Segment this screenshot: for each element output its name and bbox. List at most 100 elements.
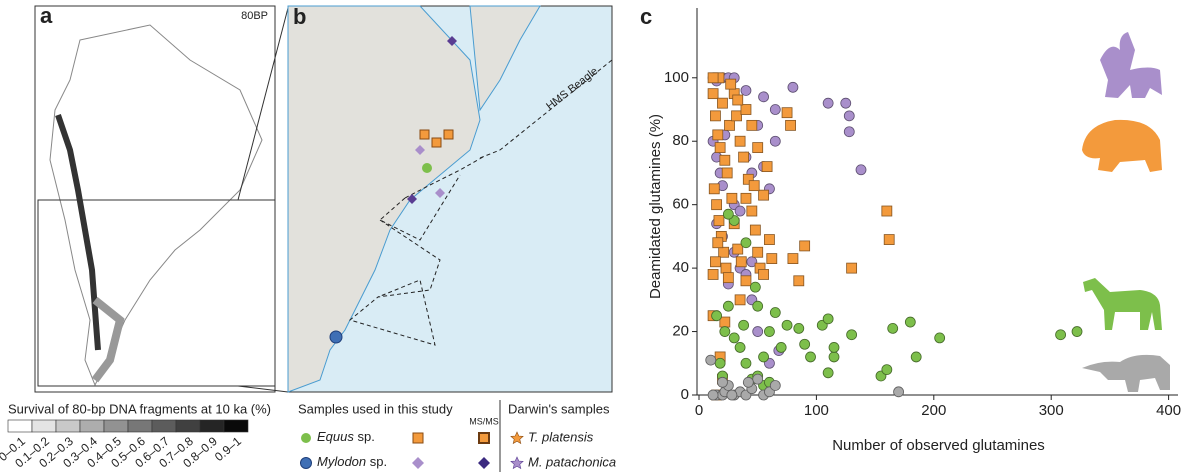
- legend-swatch: [175, 419, 201, 433]
- data-point: [722, 208, 734, 220]
- x-tick-label: 0: [695, 402, 703, 419]
- y-tick-label: 0: [681, 386, 689, 403]
- data-point: [707, 72, 719, 84]
- data-point: [881, 205, 893, 217]
- legend-swatch: [151, 419, 177, 433]
- data-point: [881, 364, 893, 376]
- x-tick-label: 100: [804, 402, 829, 419]
- site-marker: [329, 330, 343, 344]
- legend-swatch: [478, 432, 490, 444]
- legend-entry: M. patachonica: [528, 454, 616, 469]
- y-tick-label: 40: [672, 259, 689, 276]
- data-point: [714, 357, 726, 369]
- inset-connector: [237, 385, 289, 393]
- data-point: [738, 319, 750, 331]
- data-point: [769, 135, 781, 147]
- data-point: [722, 272, 734, 284]
- legend-swatch: [510, 456, 524, 470]
- data-point: [734, 294, 746, 306]
- toxodon-silhouette: [1082, 119, 1162, 172]
- data-point: [734, 205, 746, 217]
- legend-swatch: [31, 419, 57, 433]
- data-point: [726, 389, 738, 401]
- data-point: [732, 94, 744, 106]
- legend-entry: T. platensis: [528, 429, 594, 444]
- data-point: [764, 234, 775, 245]
- data-point: [713, 215, 725, 226]
- site-marker: [443, 129, 454, 140]
- data-point: [710, 256, 721, 268]
- data-point: [740, 275, 752, 287]
- data-point: [822, 367, 834, 379]
- inset-connector: [237, 7, 289, 201]
- data-point: [719, 154, 731, 166]
- beagle-route: [348, 59, 613, 346]
- legend-swatch: [301, 433, 311, 443]
- site-marker: [415, 145, 425, 155]
- data-point: [720, 262, 732, 274]
- data-point: [726, 192, 738, 204]
- genus: Mylodon: [317, 454, 366, 469]
- x-tick-label: 200: [921, 402, 946, 419]
- data-point: [769, 104, 781, 115]
- grayscale-legend: 0–0.10.1–0.20.2–0.30.3–0.40.4–0.50.5–0.6…: [0, 419, 249, 470]
- data-point: [714, 142, 726, 153]
- data-point: [758, 189, 769, 201]
- site-marker: [422, 163, 432, 173]
- legend-swatch: [412, 432, 424, 444]
- data-point: [707, 269, 719, 280]
- rank: sp.: [358, 429, 375, 444]
- macrauchenia-silhouette: [1100, 32, 1162, 98]
- data-point: [758, 269, 769, 280]
- data-point: [840, 97, 852, 109]
- data-point: [910, 351, 922, 363]
- data-point: [722, 300, 734, 312]
- data-point: [731, 110, 742, 122]
- data-point: [766, 253, 778, 264]
- legend-entry: Equus sp.: [317, 429, 375, 444]
- data-point: [742, 173, 754, 185]
- equus-silhouette: [1083, 278, 1162, 330]
- data-point: [785, 119, 796, 131]
- legend-swatch: [510, 431, 524, 445]
- data-point: [719, 316, 731, 328]
- data-point: [904, 316, 916, 328]
- data-point: [740, 357, 752, 369]
- legend-swatch: [300, 457, 312, 469]
- data-point: [787, 81, 799, 93]
- legend-swatch: [223, 419, 249, 433]
- data-point: [717, 97, 728, 109]
- legend-swatch: [79, 419, 105, 433]
- legend-swatch: [55, 419, 81, 433]
- legend-bin-label: 0.9–1: [212, 434, 244, 464]
- data-point: [761, 161, 773, 173]
- map-tag: 80BP: [241, 10, 268, 22]
- data-point: [721, 167, 733, 179]
- genus: Equus: [317, 429, 354, 444]
- data-point: [711, 310, 723, 322]
- site-marker: [447, 36, 457, 46]
- legend-swatch: [199, 419, 225, 433]
- data-point: [735, 256, 747, 268]
- data-point: [887, 322, 899, 334]
- data-point: [740, 237, 752, 249]
- legend-swatch: [127, 419, 153, 433]
- data-point: [781, 107, 793, 119]
- data-point: [740, 85, 752, 96]
- data-point: [793, 322, 805, 334]
- data-point: [769, 307, 781, 318]
- data-point: [752, 142, 764, 153]
- data-point: [719, 326, 731, 337]
- data-point: [712, 129, 724, 141]
- shading: [91, 296, 125, 383]
- data-point: [718, 246, 730, 258]
- data-point: [728, 332, 740, 344]
- data-point: [707, 88, 719, 100]
- data-point: [717, 376, 728, 388]
- legend-subtitle: MS/MS: [469, 416, 499, 426]
- andes-shading: [55, 114, 101, 351]
- data-point: [793, 275, 805, 287]
- data-point: [734, 342, 746, 353]
- data-point: [846, 329, 858, 341]
